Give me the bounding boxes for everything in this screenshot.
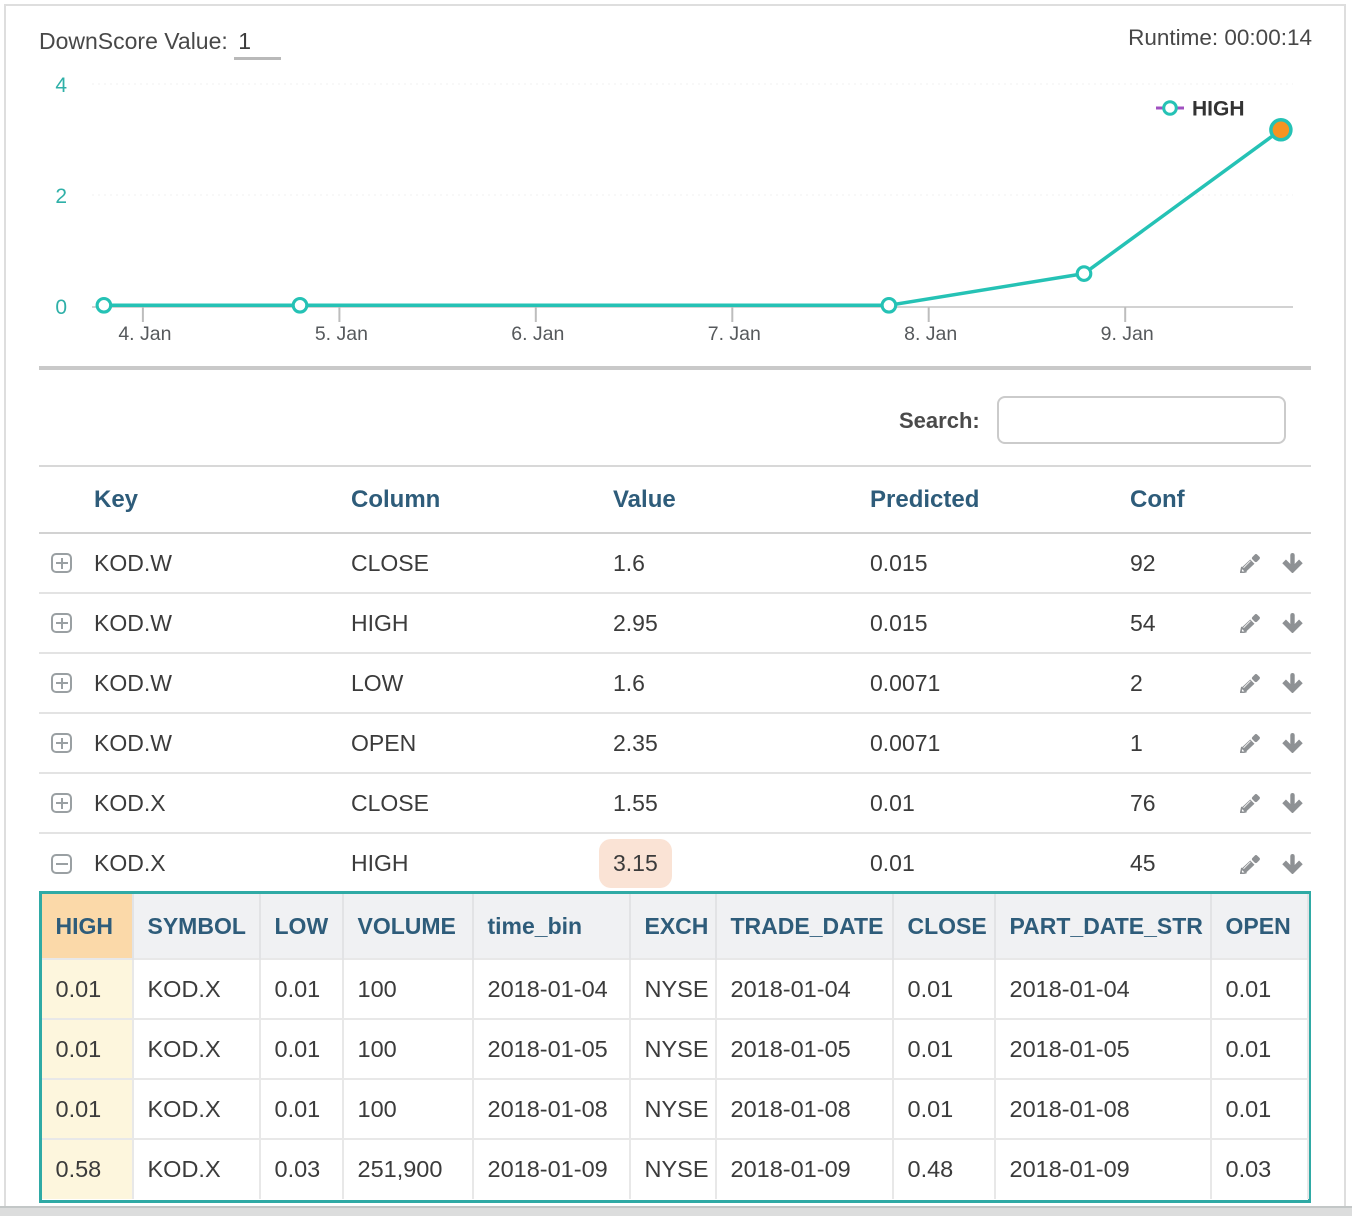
svg-text:2: 2 [55, 185, 67, 208]
svg-text:HIGH: HIGH [1192, 98, 1245, 121]
svg-text:6. Jan: 6. Jan [511, 323, 564, 345]
svg-text:5. Jan: 5. Jan [315, 323, 368, 345]
svg-text:8. Jan: 8. Jan [904, 323, 957, 345]
svg-text:4: 4 [55, 74, 67, 97]
svg-text:0: 0 [55, 296, 67, 319]
svg-text:7. Jan: 7. Jan [708, 323, 761, 345]
svg-text:9. Jan: 9. Jan [1101, 323, 1154, 345]
svg-text:4. Jan: 4. Jan [118, 323, 171, 345]
